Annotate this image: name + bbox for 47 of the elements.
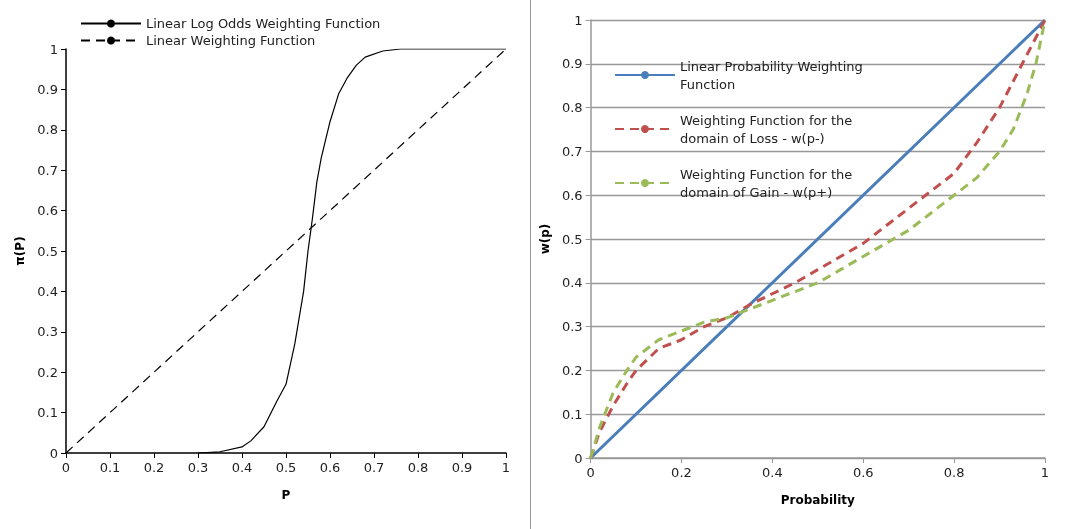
- y-tick-label: 0.9: [37, 81, 58, 97]
- y-tick-label: 0.3: [561, 319, 583, 335]
- y-tick-label: 0.7: [561, 143, 583, 159]
- y-axis-title: π(P): [13, 236, 28, 266]
- y-tick-label: 0.9: [561, 56, 583, 72]
- x-tick-label: 0.1: [99, 460, 121, 475]
- x-tick-label: 0.4: [231, 460, 253, 475]
- x-tick-label: 0.8: [943, 465, 965, 480]
- x-tick-label: 0.6: [852, 465, 874, 480]
- y-tick-label: 0.2: [561, 362, 583, 378]
- x-tick-label: 0.4: [762, 465, 783, 480]
- y-tick-label: 0.1: [561, 406, 583, 422]
- y-tick-label: 1: [49, 41, 58, 57]
- x-tick-label: 0.9: [451, 460, 473, 475]
- y-tick-label: 0.6: [37, 203, 58, 219]
- x-axis-title: P: [281, 488, 291, 502]
- y-tick-label: 0.3: [37, 324, 58, 340]
- x-tick-label: 0.2: [143, 460, 165, 475]
- y-tick-label: 0.2: [37, 364, 58, 380]
- y-tick-label: 0: [49, 445, 58, 461]
- x-tick-label: 1: [501, 460, 511, 475]
- y-tick-label: 0.1: [37, 405, 58, 421]
- y-tick-label: 0.5: [561, 231, 583, 247]
- y-tick-label: 0.5: [37, 243, 58, 259]
- y-tick-label: 0.4: [561, 275, 583, 291]
- y-axis-title: w(p): [538, 223, 552, 255]
- x-tick-label: 0.6: [319, 460, 341, 475]
- y-tick-label: 1: [574, 12, 583, 28]
- x-tick-label: 0.2: [671, 465, 692, 480]
- x-tick-label: 0.7: [363, 460, 385, 475]
- x-tick-label: 0.3: [187, 460, 209, 475]
- x-tick-label: 1: [1040, 465, 1050, 480]
- legend-label: Linear Probability Weighting Function: [680, 58, 867, 92]
- legend-label: Linear Weighting Function: [146, 33, 316, 48]
- y-tick-label: 0.7: [37, 162, 58, 178]
- y-tick-label: 0.8: [37, 122, 58, 138]
- x-tick-label: 0.8: [407, 460, 429, 475]
- y-tick-label: 0.6: [561, 187, 583, 203]
- y-tick-label: 0.8: [561, 100, 583, 116]
- legend-label: Linear Log Odds Weighting Function: [146, 16, 381, 31]
- x-tick-label: 0: [586, 465, 595, 480]
- x-tick-label: 0: [61, 460, 71, 475]
- y-tick-label: 0.4: [37, 283, 58, 299]
- legend-label: Weighting Function for the domain of Gain - w(p+): [680, 166, 857, 200]
- legend-label: Weighting Function for the domain of Loss - w(p-): [680, 112, 857, 146]
- x-tick-label: 0.5: [275, 460, 297, 475]
- x-axis-title: Probability: [780, 493, 856, 507]
